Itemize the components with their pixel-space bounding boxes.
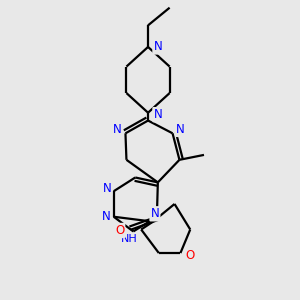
Text: N: N <box>102 182 111 195</box>
Text: N: N <box>154 108 162 121</box>
Text: N: N <box>151 207 159 220</box>
Text: O: O <box>115 224 124 237</box>
Text: N: N <box>176 123 185 136</box>
Text: NH: NH <box>121 234 138 244</box>
Text: N: N <box>101 210 110 223</box>
Text: N: N <box>113 123 122 136</box>
Text: N: N <box>154 40 162 53</box>
Text: O: O <box>186 248 195 262</box>
